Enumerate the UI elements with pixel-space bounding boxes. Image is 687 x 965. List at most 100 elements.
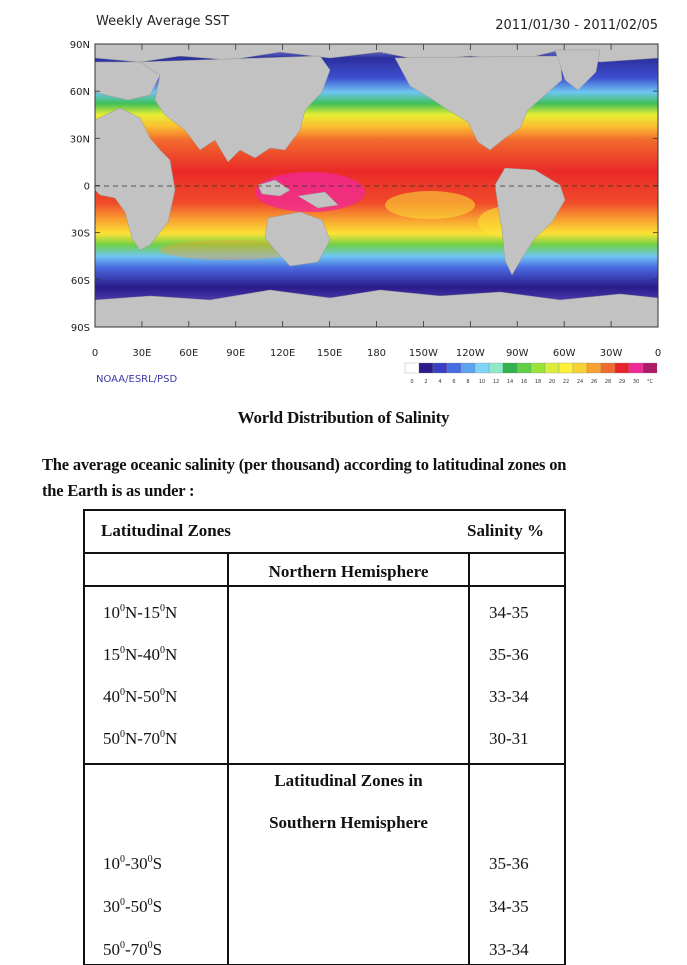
colorbar-swatch (614, 362, 630, 374)
colorbar-tick-label: 30 (633, 379, 639, 385)
header-salinity: Salinity % (467, 521, 544, 540)
colorbar-swatch (516, 362, 532, 374)
longitude-label: 0 (92, 348, 98, 359)
colorbar-swatch (572, 362, 588, 374)
colorbar-tick-label: 14 (507, 379, 513, 385)
colorbar-tick-label: 8 (466, 379, 469, 385)
colorbar-tick-label: 24 (577, 379, 583, 385)
table-rule (85, 552, 564, 554)
longitude-label: 30W (600, 348, 623, 359)
longitude-label: 180 (367, 348, 386, 359)
northern-zone-cell: 150N-400N (103, 645, 178, 664)
colorbar-tick-label: 20 (549, 379, 555, 385)
north-america-landmass (394, 55, 563, 151)
colorbar-tick-label: 29 (619, 379, 625, 385)
figure-caption: World Distribution of Salinity (237, 408, 450, 427)
intro-line-1: The average oceanic salinity (per thousa… (42, 455, 567, 474)
latitude-label: 30N (70, 134, 90, 145)
latitude-label: 60N (70, 87, 90, 98)
colorbar-swatch (502, 362, 518, 374)
longitude-label: 90W (506, 348, 529, 359)
colorbar-swatch (488, 362, 504, 374)
subtropical-band-indian-ocean (160, 240, 300, 260)
southern-zone-cell: 300-500S (103, 897, 163, 916)
header-latitudinal-zones: Latitudinal Zones (101, 521, 231, 540)
longitude-label: 150E (317, 348, 342, 359)
heading-southern-line-2: Southern Hemisphere (269, 813, 428, 832)
northern-zone-cell: 400N-500N (103, 687, 178, 706)
colorbar-tick-label: 12 (493, 379, 499, 385)
southern-salinity-cell: 34-35 (489, 897, 529, 916)
colorbar-swatch (544, 362, 560, 374)
latitude-label: 60S (71, 276, 90, 287)
latitude-labels: 90N 60N 30N 0 30S 60S 90S (70, 40, 90, 334)
longitude-label: 60W (553, 348, 576, 359)
colorbar-tick-label: 2 (424, 379, 427, 385)
map-date-range: 2011/01/30 - 2011/02/05 (495, 18, 658, 33)
land-masses (95, 44, 658, 327)
latitude-label: 30S (71, 229, 90, 240)
intro-line-2: the Earth is as under : (42, 481, 195, 500)
antarctica-landmass (95, 289, 658, 327)
colorbar-tick-label: 4 (438, 379, 441, 385)
heading-northern-hemisphere: Northern Hemisphere (268, 562, 429, 581)
colorbar-tick-label: 10 (479, 379, 485, 385)
latitude-label: 90S (71, 323, 90, 334)
africa-landmass (95, 107, 176, 251)
table-column-divider (227, 552, 229, 964)
colorbar-swatch (642, 362, 658, 374)
intro-paragraph: The average oceanic salinity (per thousa… (42, 452, 687, 504)
colorbar-swatch (600, 362, 616, 374)
northern-salinity-cell: 33-34 (489, 687, 529, 706)
table-rule (85, 585, 564, 587)
northern-zone-cell: 500N-700N (103, 729, 178, 748)
colorbar-swatch (628, 362, 644, 374)
borneo-island (257, 179, 291, 197)
colorbar-swatch (460, 362, 476, 374)
longitude-label: 150W (409, 348, 438, 359)
southern-salinity-cell: 35-36 (489, 854, 529, 873)
longitude-label: 120E (270, 348, 295, 359)
south-america-landmass (494, 167, 566, 276)
longitude-label: 60E (179, 348, 198, 359)
colorbar-tick-label: 16 (521, 379, 527, 385)
colorbar-tick-label: 26 (591, 379, 597, 385)
colorbar-tick-label: 22 (563, 379, 569, 385)
colorbar-swatch (404, 362, 420, 374)
colorbar-swatch (474, 362, 490, 374)
map-credit: NOAA/ESRL/PSD (96, 374, 177, 385)
longitude-label: 0 (655, 348, 661, 359)
southern-zone-cell: 500-700S (103, 940, 163, 959)
colorbar-swatch (558, 362, 574, 374)
temperature-colorbar: 0 2 4 6 8 10 12 14 16 18 20 22 24 26 28 29 30 °C (404, 362, 658, 385)
cool-tongue-east-pacific (385, 191, 475, 219)
map-title: Weekly Average SST (96, 14, 229, 29)
australia-landmass (264, 211, 331, 267)
axis-ticks (94, 43, 659, 328)
colorbar-tick-label: °C (647, 379, 654, 385)
new-guinea-island (297, 191, 339, 209)
southern-salinity-cell: 33-34 (489, 940, 529, 959)
colorbar-swatch (530, 362, 546, 374)
northern-salinity-cell: 34-35 (489, 603, 529, 622)
table-rule (85, 763, 564, 765)
northern-zone-cell: 100N-150N (103, 603, 178, 622)
colorbar-tick-label: 6 (452, 379, 455, 385)
colorbar-swatch (432, 362, 448, 374)
heading-southern-line-1: Latitudinal Zones in (274, 771, 423, 790)
sst-map-figure: Weekly Average SST 2011/01/30 - 2011/02/… (0, 0, 687, 400)
warm-pool-west-pacific (255, 172, 365, 212)
colorbar-swatch (418, 362, 434, 374)
southern-zone-cell: 100-300S (103, 854, 163, 873)
longitude-label: 90E (226, 348, 245, 359)
northern-salinity-cell: 30-31 (489, 729, 529, 748)
map-plot-area (95, 44, 658, 327)
colorbar-tick-label: 18 (535, 379, 541, 385)
colorbar-tick-label: 0 (410, 379, 413, 385)
longitude-labels: 0 30E 60E 90E 120E 150E 180 150W 120W 90W 60W 30W 0 (92, 348, 661, 359)
latitude-label: 0 (84, 182, 90, 193)
latitude-label: 90N (70, 40, 90, 51)
greenland-landmass (554, 49, 601, 91)
table-column-divider (468, 552, 470, 964)
northern-salinity-cell: 35-36 (489, 645, 529, 664)
